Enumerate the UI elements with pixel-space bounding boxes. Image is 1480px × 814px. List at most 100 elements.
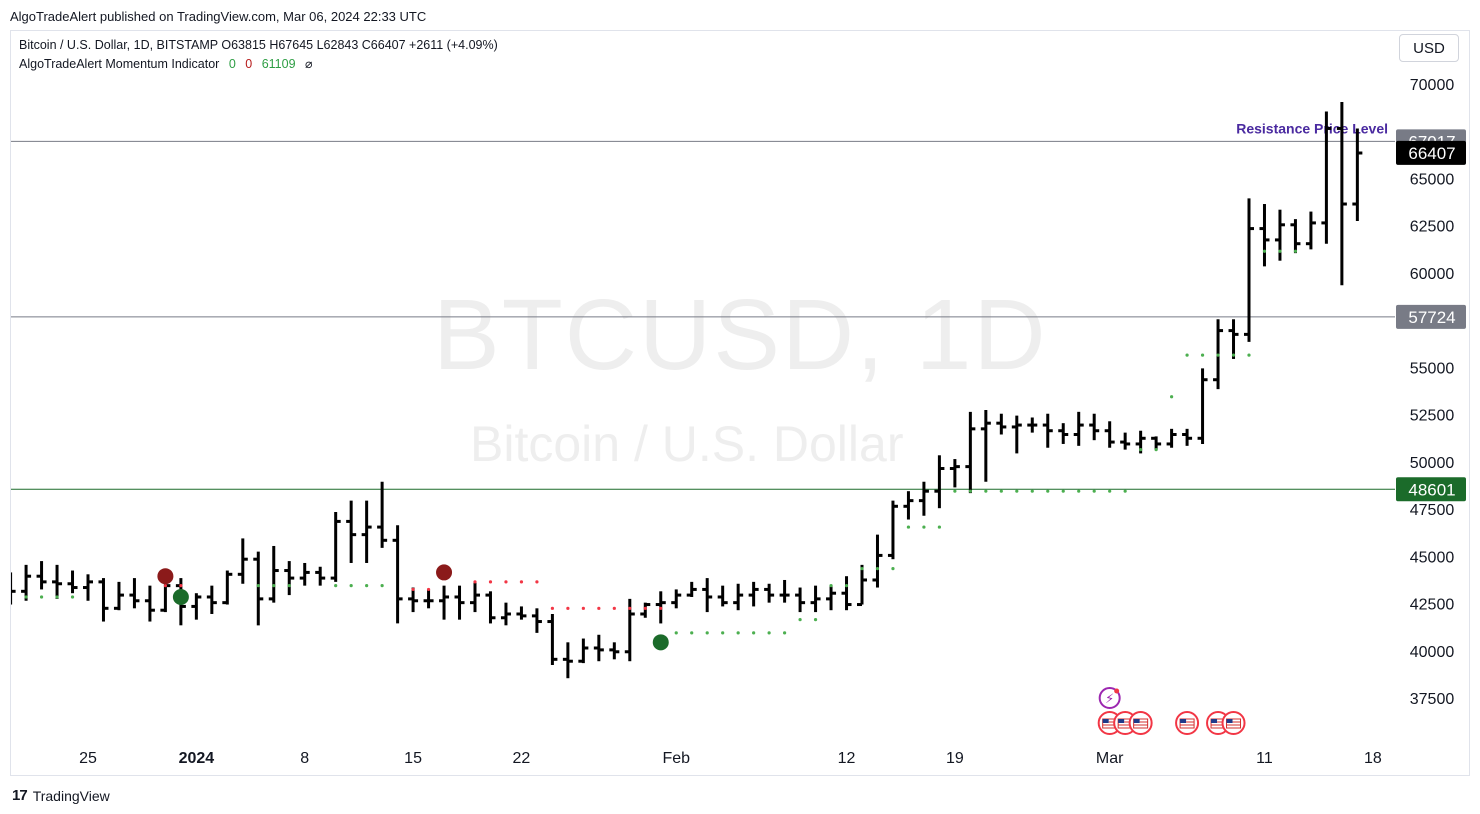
ohlc-bar[interactable] — [1228, 319, 1239, 359]
ohlc-bar[interactable] — [1321, 111, 1332, 244]
symbol-legend[interactable]: Bitcoin / U.S. Dollar, 1D, BITSTAMP O638… — [19, 38, 498, 52]
ohlc-bar[interactable] — [423, 589, 434, 609]
ohlc-bar[interactable] — [717, 585, 728, 607]
ohlc-bar[interactable] — [268, 545, 279, 603]
ohlc-bar[interactable] — [1305, 211, 1316, 250]
ohlc-bar[interactable] — [996, 413, 1007, 435]
ohlc-bar[interactable] — [470, 581, 480, 613]
ohlc-bar[interactable] — [1352, 128, 1363, 222]
ohlc-bar[interactable] — [1274, 209, 1285, 261]
ohlc-bar[interactable] — [980, 409, 991, 482]
tradingview-brand[interactable]: 17 TradingView — [12, 787, 110, 804]
ohlc-bar[interactable] — [857, 564, 867, 607]
ohlc-bar[interactable] — [361, 500, 372, 563]
sell-signal-marker[interactable] — [157, 568, 174, 585]
ohlc-bar[interactable] — [83, 574, 93, 601]
ohlc-bar[interactable] — [1089, 413, 1100, 441]
sell-signal-marker[interactable] — [436, 564, 453, 581]
ohlc-bar[interactable] — [887, 500, 898, 560]
ohlc-bar[interactable] — [609, 642, 620, 660]
ohlc-bar[interactable] — [1104, 421, 1115, 448]
indicator-dot — [1278, 249, 1282, 253]
buy-signal-marker[interactable] — [652, 634, 669, 651]
ohlc-bar[interactable] — [686, 581, 697, 597]
buy-signal-marker[interactable] — [172, 588, 189, 605]
ohlc-bar[interactable] — [795, 587, 806, 613]
ohlc-bar[interactable] — [531, 608, 542, 633]
ohlc-bar[interactable] — [21, 564, 32, 601]
ohlc-bar[interactable] — [1259, 204, 1270, 267]
currency-button[interactable]: USD — [1399, 34, 1459, 62]
ohlc-bar[interactable] — [934, 455, 945, 509]
ohlc-bar[interactable] — [764, 583, 775, 603]
ohlc-bar[interactable] — [1058, 423, 1069, 444]
ohlc-bar[interactable] — [702, 578, 713, 613]
ohlc-bar[interactable] — [826, 585, 837, 611]
ohlc-bar[interactable] — [1182, 428, 1193, 446]
ohlc-bar[interactable] — [500, 602, 511, 626]
ohlc-bar[interactable] — [315, 566, 326, 586]
ohlc-bar[interactable] — [144, 585, 155, 622]
ohlc-bar[interactable] — [841, 576, 852, 611]
ohlc-bar[interactable] — [640, 602, 651, 618]
ohlc-bar[interactable] — [578, 638, 589, 664]
ohlc-bar[interactable] — [733, 583, 744, 611]
lightning-event-icon[interactable] — [1098, 687, 1121, 709]
ohlc-bar[interactable] — [810, 585, 821, 613]
ohlc-bar[interactable] — [485, 591, 496, 624]
y-axis-tick-label: 40000 — [1410, 644, 1455, 661]
last-price-label: 66407 — [1408, 144, 1455, 163]
ohlc-bar[interactable] — [408, 587, 419, 613]
ohlc-bar[interactable] — [67, 570, 78, 594]
ohlc-bar[interactable] — [206, 585, 217, 614]
ohlc-bar[interactable] — [1042, 413, 1053, 448]
ohlc-bar[interactable] — [253, 551, 264, 626]
ohlc-bar[interactable] — [330, 511, 341, 582]
ohlc-bar[interactable] — [1166, 428, 1177, 448]
ohlc-bar[interactable] — [918, 481, 929, 516]
ohlc-bar[interactable] — [779, 579, 790, 603]
ohlc-bar[interactable] — [748, 581, 759, 607]
indicator-dot — [380, 584, 384, 588]
ohlc-bar[interactable] — [547, 613, 558, 665]
ohlc-bar[interactable] — [392, 525, 403, 624]
ohlc-bar[interactable] — [1151, 436, 1162, 450]
ohlc-bar[interactable] — [1073, 411, 1084, 446]
hide-indicator-icon[interactable]: ⌀ — [305, 57, 313, 71]
ohlc-bar[interactable] — [1011, 415, 1022, 454]
ohlc-bar[interactable] — [903, 491, 914, 520]
ohlc-bar[interactable] — [129, 578, 140, 609]
ohlc-bar[interactable] — [1027, 417, 1038, 433]
ohlc-bar[interactable] — [237, 538, 248, 584]
ohlc-bar[interactable] — [98, 578, 109, 622]
ohlc-bar[interactable] — [284, 561, 295, 596]
ohlc-bar[interactable] — [965, 411, 976, 494]
ohlc-bar[interactable] — [1120, 432, 1131, 450]
ohlc-bar[interactable] — [346, 500, 357, 563]
tradingview-brand-text: TradingView — [32, 787, 110, 804]
ohlc-bar[interactable] — [1197, 368, 1208, 444]
ohlc-bar[interactable] — [377, 481, 388, 548]
ohlc-bar[interactable] — [52, 564, 63, 599]
ohlc-bar[interactable] — [439, 585, 450, 620]
ohlc-bar[interactable] — [113, 581, 124, 611]
ohlc-bar[interactable] — [1290, 219, 1301, 254]
ohlc-bar[interactable] — [1244, 198, 1254, 342]
indicator-dot — [906, 525, 911, 529]
ohlc-bar[interactable] — [454, 585, 465, 620]
ohlc-bar[interactable] — [6, 572, 16, 605]
ohlc-bar[interactable] — [562, 642, 573, 679]
ohlc-bar[interactable] — [949, 459, 960, 488]
ohlc-bar[interactable] — [36, 561, 47, 590]
ohlc-bar[interactable] — [516, 606, 527, 620]
indicator-dot — [1231, 353, 1236, 357]
indicator-legend[interactable]: AlgoTradeAlert Momentum Indicator 0 0 61… — [19, 56, 313, 71]
ohlc-bar[interactable] — [1336, 102, 1347, 286]
ohlc-bar[interactable] — [222, 570, 233, 605]
ohlc-bar[interactable] — [593, 634, 604, 662]
ohlc-bar[interactable] — [299, 562, 310, 586]
ohlc-bar[interactable] — [671, 589, 682, 609]
ohlc-bar[interactable] — [191, 593, 202, 620]
ohlc-bar[interactable] — [872, 534, 883, 588]
